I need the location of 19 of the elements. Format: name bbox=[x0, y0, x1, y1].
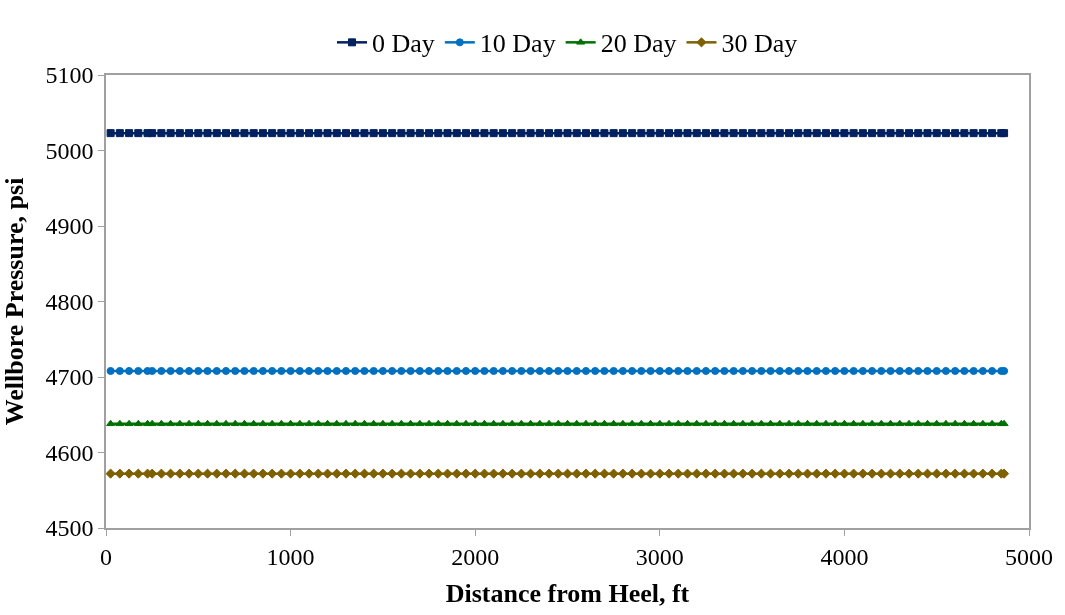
legend-label: 30 Day bbox=[721, 29, 798, 59]
y-tick-label: 4900 bbox=[45, 213, 94, 240]
y-tick-label: 4500 bbox=[45, 515, 94, 542]
legend-label: 20 Day bbox=[600, 29, 677, 59]
x-axis-title: Distance from Heel, ft bbox=[445, 578, 690, 608]
y-tick-label: 4600 bbox=[45, 439, 94, 466]
x-tick-label: 3000 bbox=[635, 543, 684, 570]
y-tick-label: 5100 bbox=[45, 62, 94, 89]
legend-label: 0 Day bbox=[372, 29, 435, 59]
x-tick-label: 4000 bbox=[820, 543, 869, 570]
y-tick-label: 4800 bbox=[45, 288, 94, 315]
y-axis-title: Wellbore Pressure, psi bbox=[0, 177, 29, 426]
legend-label: 10 Day bbox=[479, 29, 556, 59]
x-tick-label: 2000 bbox=[451, 543, 500, 570]
y-tick-label: 4700 bbox=[45, 364, 94, 391]
x-tick-label: 1000 bbox=[266, 543, 315, 570]
x-tick-label: 5000 bbox=[1005, 543, 1053, 570]
x-tick-label: 0 bbox=[100, 543, 112, 570]
y-tick-label: 5000 bbox=[45, 137, 94, 164]
